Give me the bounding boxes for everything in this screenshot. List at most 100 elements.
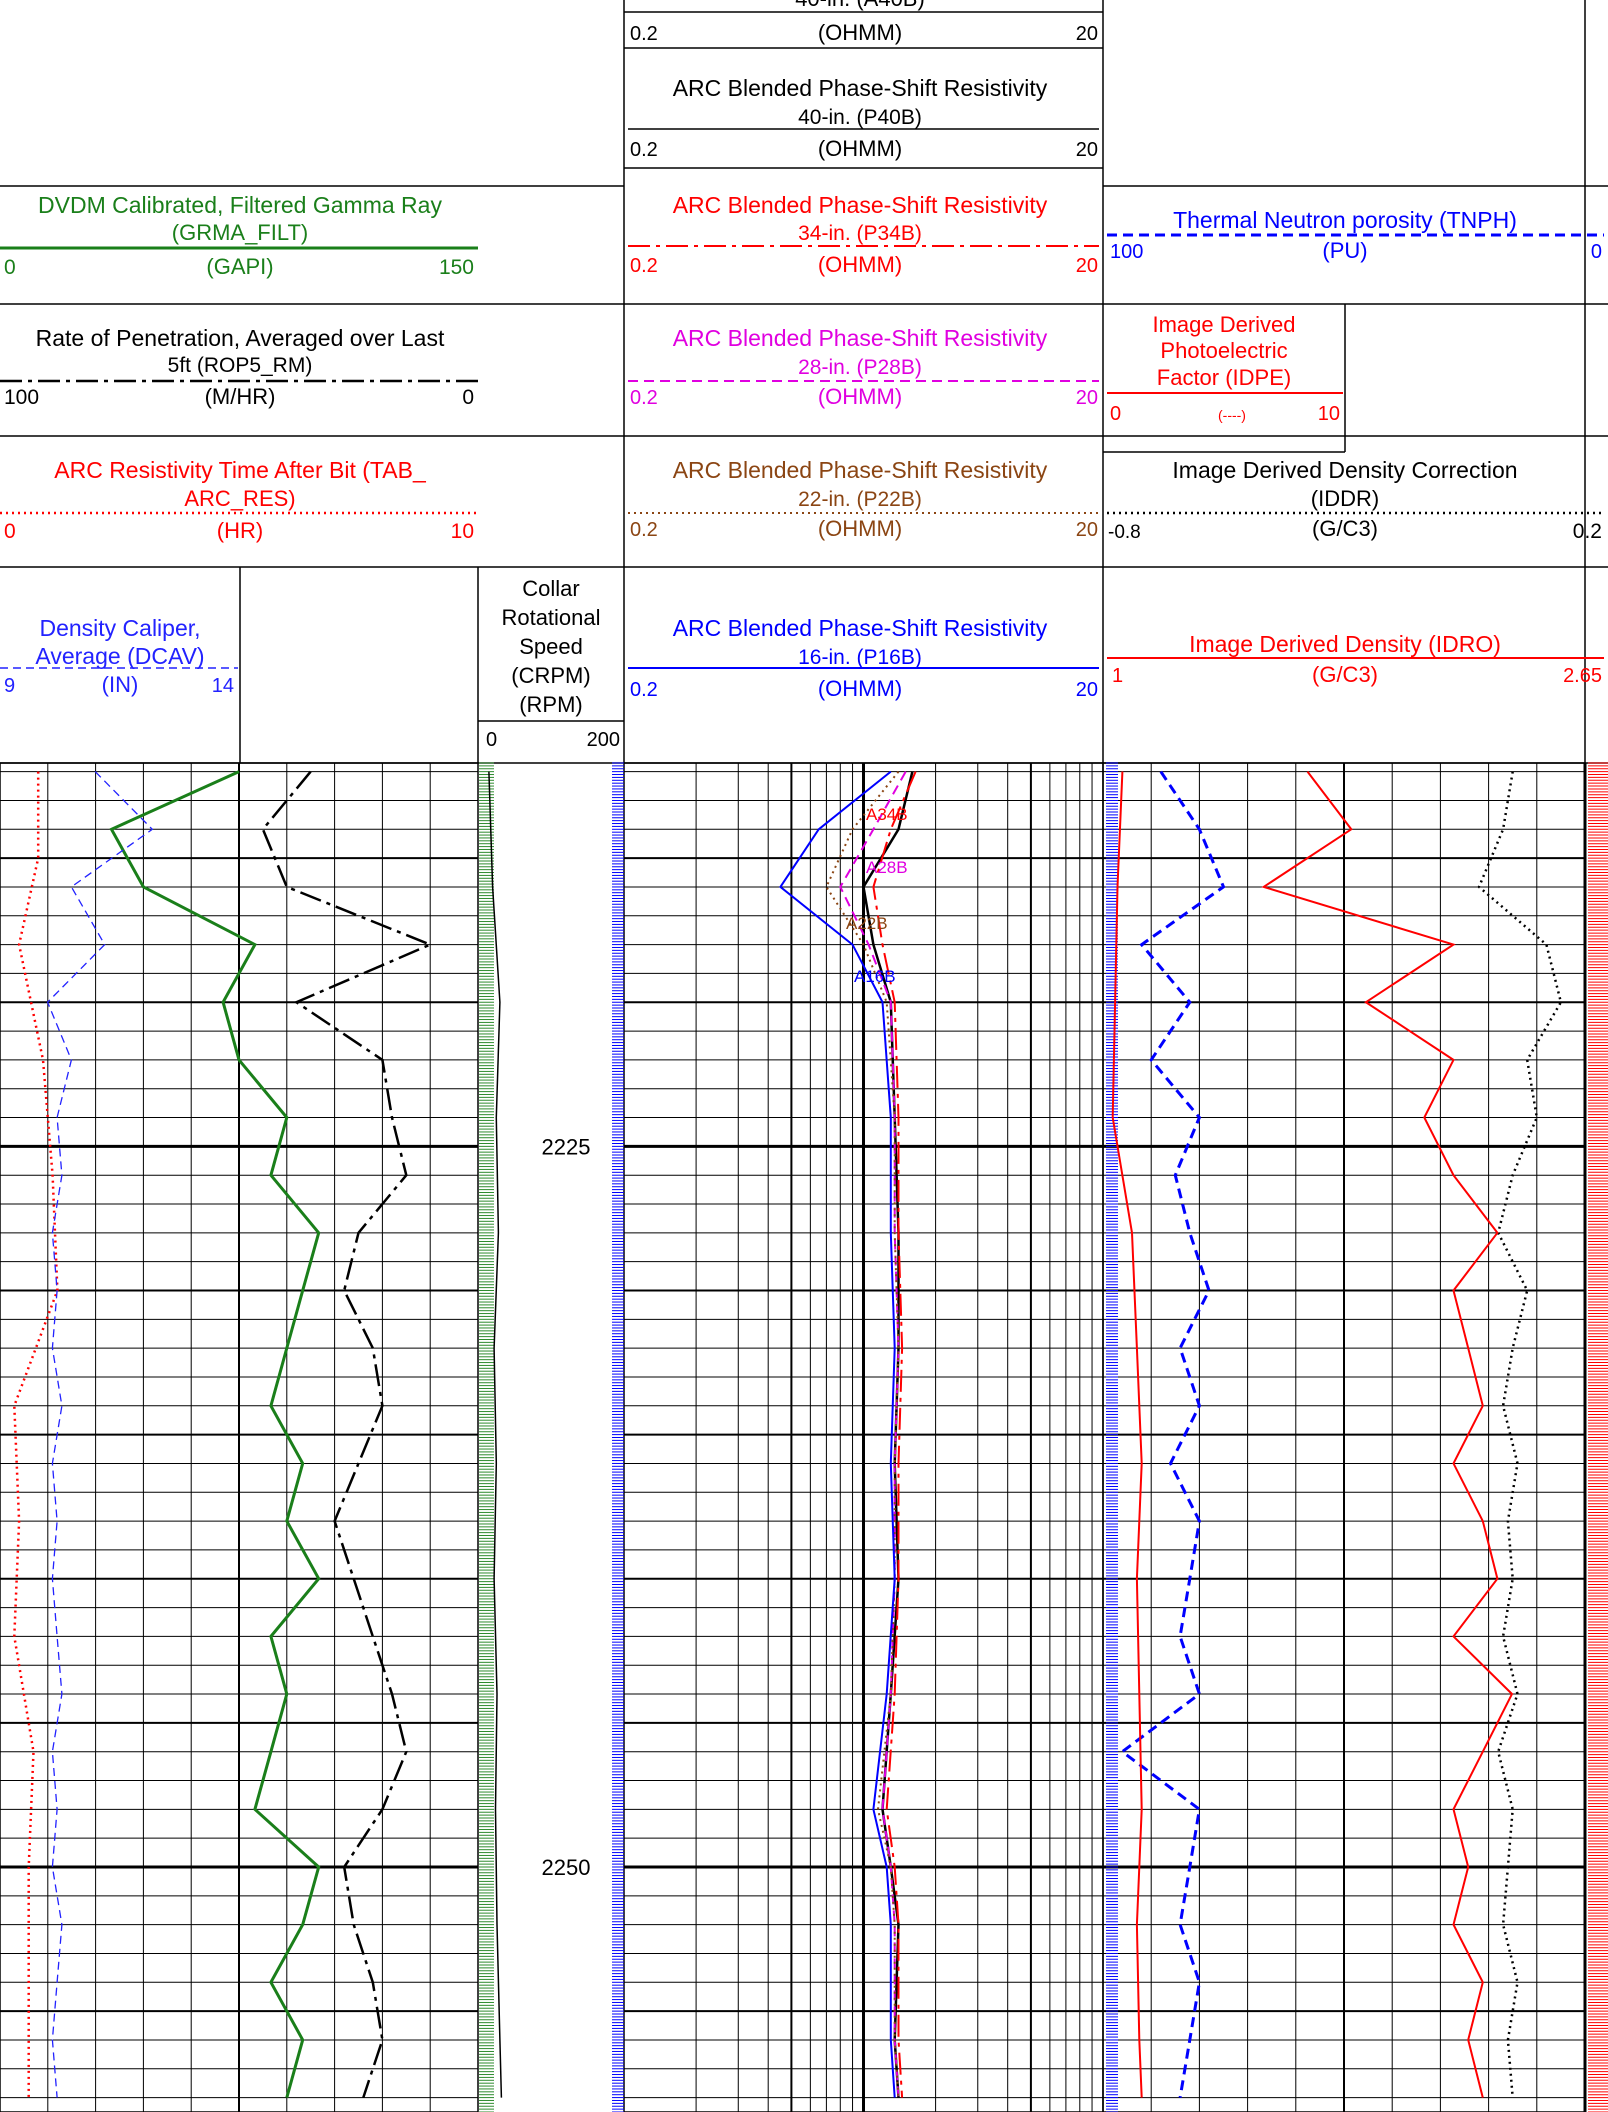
p16b-left: 0.2 (630, 679, 658, 701)
crpm-left: 0 (486, 729, 497, 751)
idpe-left: 0 (1110, 403, 1121, 425)
crpm-title-line3: Speed (519, 634, 583, 659)
curve-p34b (872, 771, 917, 2098)
gr-header: DVDM Calibrated, Filtered Gamma Ray (GRM… (0, 192, 478, 279)
gr-left: 0 (4, 256, 16, 279)
curve-dcav (46, 771, 154, 2098)
iddr-mnemonic: (IDDR) (1311, 486, 1379, 511)
gr-unit: (GAPI) (206, 254, 273, 279)
rop-title: Rate of Penetration, Averaged over Last (36, 325, 445, 351)
p22b-left: 0.2 (630, 519, 658, 541)
p16b-mnemonic: 16-in. (P16B) (798, 646, 922, 669)
log-curves (13, 770, 1563, 2098)
tnph-left: 100 (1110, 241, 1143, 263)
iddr-right: 0.2 (1573, 520, 1602, 543)
crpm-header: Collar Rotational Speed (CRPM) (RPM) 0 2… (478, 576, 624, 751)
idpe-title-line1: Image Derived (1152, 312, 1295, 337)
gr-right: 150 (439, 256, 474, 279)
p16b-unit: (OHMM) (818, 676, 902, 701)
p16b-title: ARC Blended Phase-Shift Resistivity (673, 615, 1048, 641)
a40b-scale-right: 20 (1076, 23, 1098, 45)
tnph-unit: (PU) (1322, 238, 1367, 263)
idro-left: 1 (1112, 665, 1123, 687)
idro-right: 2.65 (1563, 665, 1602, 687)
p34b-right: 20 (1076, 255, 1098, 277)
curve-iddr (1477, 771, 1563, 2098)
tab-title: ARC Resistivity Time After Bit (TAB_ (54, 457, 427, 483)
iddr-header: Image Derived Density Correction (IDDR) … (1107, 457, 1604, 543)
rop-header: Rate of Penetration, Averaged over Last … (0, 325, 478, 409)
crpm-right: 200 (587, 729, 620, 751)
depth-ticks (479, 762, 1608, 2112)
iddr-title: Image Derived Density Correction (1172, 457, 1517, 483)
p16b-right: 20 (1076, 679, 1098, 701)
a40b-scale-unit: (OHMM) (818, 20, 902, 45)
gr-title: DVDM Calibrated, Filtered Gamma Ray (38, 192, 442, 218)
p40b-unit: (OHMM) (818, 136, 902, 161)
rop-left: 100 (4, 386, 39, 409)
dcav-header: Density Caliper, Average (DCAV) 9 (IN) 1… (0, 615, 238, 697)
dcav-left: 9 (4, 675, 15, 697)
tnph-title: Thermal Neutron porosity (TNPH) (1173, 207, 1517, 233)
p28b-title: ARC Blended Phase-Shift Resistivity (673, 325, 1048, 351)
tab-right: 10 (451, 520, 474, 543)
tab-mnemonic: ARC_RES) (184, 486, 295, 511)
p22b-header: ARC Blended Phase-Shift Resistivity 22-i… (628, 457, 1099, 541)
crpm-title-line1: Collar (522, 576, 579, 601)
p40b-left: 0.2 (630, 139, 658, 161)
p40b-mnemonic: 40-in. (P40B) (798, 106, 922, 129)
idpe-unit: (----) (1218, 407, 1246, 423)
iddr-left: -0.8 (1108, 522, 1141, 543)
rop-mnemonic: 5ft (ROP5_RM) (168, 354, 313, 377)
tab-left: 0 (4, 520, 16, 543)
p40b-title: ARC Blended Phase-Shift Resistivity (673, 75, 1048, 101)
p22b-title: ARC Blended Phase-Shift Resistivity (673, 457, 1048, 483)
curve-idro (1261, 770, 1514, 2098)
p40b-right: 20 (1076, 139, 1098, 161)
curve-tnph (1119, 770, 1226, 2098)
idpe-title-line3: Factor (IDPE) (1157, 365, 1291, 390)
crpm-title-line5: (RPM) (519, 692, 583, 717)
p34b-unit: (OHMM) (818, 252, 902, 277)
dcav-mnemonic: Average (DCAV) (35, 643, 204, 669)
tnph-right: 0 (1591, 241, 1602, 263)
gr-mnemonic: (GRMA_FILT) (172, 220, 308, 245)
iddr-unit: (G/C3) (1312, 516, 1378, 541)
p22b-mnemonic: 22-in. (P22B) (798, 488, 922, 511)
p40b-header: ARC Blended Phase-Shift Resistivity 40-i… (628, 75, 1099, 161)
p28b-unit: (OHMM) (818, 384, 902, 409)
p28b-header: ARC Blended Phase-Shift Resistivity 28-i… (628, 325, 1099, 409)
p34b-mnemonic: 34-in. (P34B) (798, 222, 922, 245)
dcav-unit: (IN) (102, 672, 139, 697)
p28b-right: 20 (1076, 387, 1098, 409)
crpm-title-line2: Rotational (501, 605, 600, 630)
idpe-header: Image Derived Photoelectric Factor (IDPE… (1107, 312, 1343, 425)
curve-p16b (779, 770, 896, 2098)
idro-title: Image Derived Density (IDRO) (1189, 631, 1501, 657)
p28b-left: 0.2 (630, 387, 658, 409)
dcav-title: Density Caliper, (39, 615, 200, 641)
depth-label-2225: 2225 (542, 1134, 591, 1159)
p34b-left: 0.2 (630, 255, 658, 277)
curve-grma-filt (109, 770, 321, 2098)
a28b-flag-label: A28B (866, 858, 908, 877)
idpe-right: 10 (1318, 403, 1340, 425)
tab-unit: (HR) (217, 518, 263, 543)
a16b-flag-label: A16B (854, 967, 896, 986)
track-grids (0, 762, 1586, 2112)
a40b-partial-label: 40-in. (A40B) (795, 0, 925, 11)
depth-label-2250: 2250 (542, 1855, 591, 1880)
rop-right: 0 (462, 386, 474, 409)
crpm-title-line4: (CRPM) (511, 663, 590, 688)
idro-header: Image Derived Density (IDRO) 1 (G/C3) 2.… (1107, 631, 1604, 687)
a40b-scale-left: 0.2 (630, 23, 658, 45)
p22b-unit: (OHMM) (818, 516, 902, 541)
a22b-flag-label: A22B (846, 914, 888, 933)
curve-p28b (839, 771, 907, 2098)
rop-unit: (M/HR) (205, 384, 276, 409)
dcav-right: 14 (212, 675, 234, 697)
p22b-right: 20 (1076, 519, 1098, 541)
idpe-title-line2: Photoelectric (1160, 338, 1287, 363)
p34b-title: ARC Blended Phase-Shift Resistivity (673, 192, 1048, 218)
p34b-header: ARC Blended Phase-Shift Resistivity 34-i… (628, 192, 1099, 277)
